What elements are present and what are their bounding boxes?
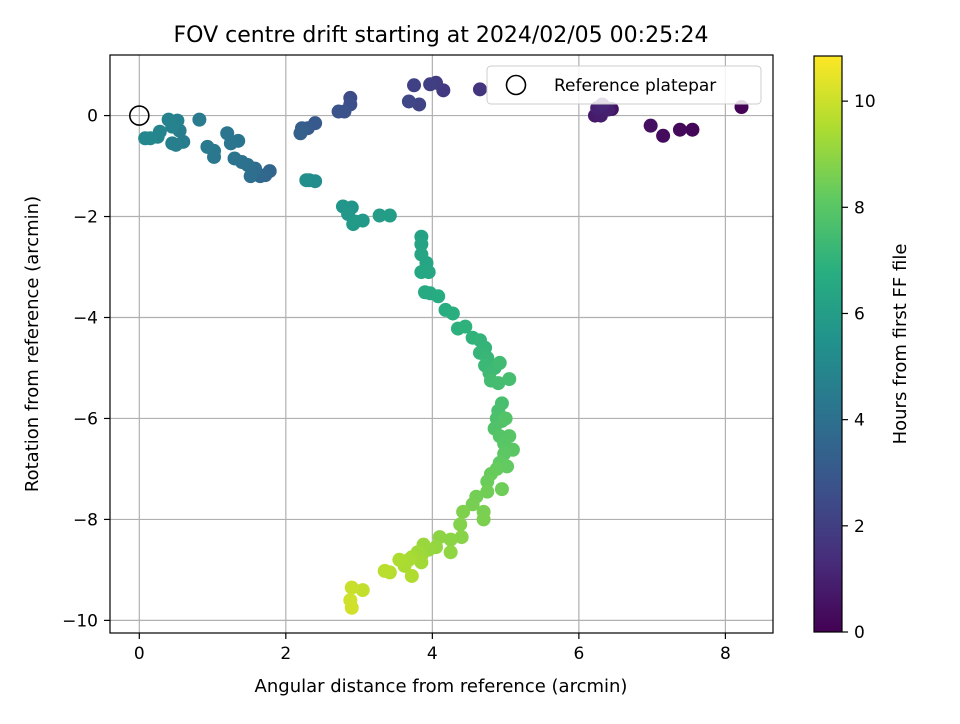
data-point (220, 126, 235, 141)
data-point (443, 545, 458, 560)
data-point (200, 139, 215, 154)
data-point (346, 217, 361, 232)
data-point (331, 104, 346, 119)
y-tick-label: −2 (73, 208, 98, 228)
data-point (243, 169, 258, 184)
data-point (344, 580, 359, 595)
data-points (138, 75, 749, 615)
colorbar-label: Hours from first FF file (890, 244, 911, 445)
data-point (445, 306, 460, 321)
colorbar-ticks: 0 2 4 6 8 10 (842, 92, 876, 643)
data-point (458, 319, 473, 334)
y-tick-label: −6 (73, 409, 98, 429)
x-tick-label: 2 (280, 644, 291, 664)
plot-frame (109, 54, 774, 634)
data-point (355, 583, 370, 598)
data-point (456, 504, 471, 519)
data-point (165, 136, 180, 151)
data-point (192, 112, 207, 127)
legend-box (486, 65, 762, 105)
data-point (443, 532, 458, 547)
y-axis-label: Rotation from reference (arcmin) (22, 196, 43, 492)
legend-entry-reference: Reference platepar (554, 76, 716, 96)
data-point (414, 237, 429, 252)
y-tick-label: −10 (62, 611, 98, 631)
data-point (431, 289, 446, 304)
data-point (404, 568, 419, 583)
y-tick-label: −4 (73, 308, 98, 328)
data-point (454, 530, 469, 545)
legend: Reference platepar (486, 65, 762, 105)
data-point (293, 126, 308, 141)
colorbar-tick-label: 6 (854, 304, 865, 324)
colorbar-tick-label: 0 (854, 623, 865, 643)
data-point (299, 173, 314, 188)
data-point (656, 128, 671, 143)
colorbar-tick-label: 10 (854, 92, 876, 112)
data-point (344, 600, 359, 615)
legend-marker (505, 74, 527, 96)
data-point (465, 497, 480, 512)
colorbar-tick-label: 4 (854, 411, 865, 431)
data-point (472, 82, 487, 97)
data-point (414, 265, 429, 280)
data-point (138, 131, 153, 146)
data-point (685, 122, 700, 137)
x-tick-label: 6 (573, 644, 584, 664)
data-point (401, 94, 416, 109)
data-point (453, 517, 468, 532)
data-point (498, 411, 513, 426)
y-axis-ticks: 0 −2 −4 −6 −8 −10 (62, 107, 110, 631)
colorbar-tick-label: 8 (854, 198, 865, 218)
colorbar-gradient (814, 56, 842, 632)
reference-platepar-point (129, 105, 150, 126)
data-point (372, 208, 387, 223)
data-point (161, 112, 176, 127)
data-point (377, 563, 392, 578)
x-tick-label: 4 (427, 644, 438, 664)
data-point (407, 78, 422, 93)
x-axis-label: Angular distance from reference (arcmin) (255, 676, 628, 697)
colorbar-tick-label: 2 (854, 517, 865, 537)
data-point (382, 208, 397, 223)
data-point (423, 77, 438, 92)
colorbar-frame (813, 55, 843, 633)
x-axis-ticks: 0 2 4 6 8 (134, 633, 731, 664)
y-tick-label: −8 (73, 510, 98, 530)
data-point (227, 151, 242, 166)
data-point (480, 474, 495, 489)
data-point (672, 122, 687, 137)
gridlines (110, 55, 773, 633)
data-point (392, 552, 407, 567)
data-point (502, 372, 517, 387)
data-point (492, 355, 507, 370)
chart-title: FOV centre drift starting at 2024/02/05 … (174, 23, 709, 48)
x-tick-label: 8 (720, 644, 731, 664)
data-point (476, 512, 491, 527)
y-tick-label: 0 (87, 107, 98, 127)
colorbar: 0 2 4 6 8 10 Hours from first FF file (813, 55, 911, 643)
data-point (494, 482, 509, 497)
x-tick-label: 0 (134, 644, 145, 664)
reference-marker (129, 105, 150, 126)
data-point (480, 484, 495, 499)
data-point (491, 376, 506, 391)
data-point (643, 118, 658, 133)
